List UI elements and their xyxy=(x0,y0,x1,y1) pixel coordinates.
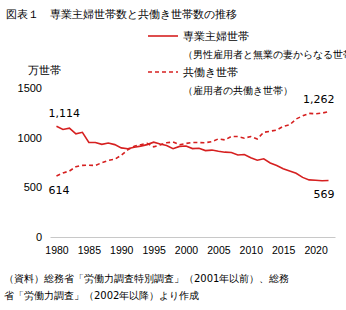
x-tick-label: 2020 xyxy=(304,244,328,256)
series-line xyxy=(56,112,328,176)
x-tick: 1985 xyxy=(78,237,102,256)
y-tick-label: 1500 xyxy=(18,82,42,94)
plot-area xyxy=(56,112,328,181)
legend-description: （雇用者の共働き世帯） xyxy=(183,85,293,96)
x-tick-label: 1995 xyxy=(142,244,166,256)
x-tick-label: 1990 xyxy=(110,244,134,256)
legend-label: 専業主婦世帯 xyxy=(183,30,249,42)
y-tick: 500 xyxy=(24,181,50,193)
y-axis: 0 500 1000 1500 xyxy=(18,82,51,243)
data-labels: 1,114 569 614 1,262 xyxy=(48,93,334,202)
legend-description: （男性雇用者と無業の妻からなる世帯） xyxy=(183,49,346,60)
x-tick: 1980 xyxy=(45,237,69,256)
y-tick-label: 500 xyxy=(24,181,42,193)
y-tick: 0 xyxy=(36,231,50,243)
series-line xyxy=(56,126,328,180)
data-label: 1,262 xyxy=(303,93,335,106)
y-tick-label: 0 xyxy=(36,231,42,243)
data-label: 614 xyxy=(48,184,69,197)
caption: 省「労働力調査」（2002年以降）より作成 xyxy=(4,290,199,301)
x-tick: 1995 xyxy=(142,237,166,256)
legend-swatch xyxy=(148,35,178,37)
title: 図表１ 専業主婦世帯数と共働き世帯数の推移 xyxy=(6,8,237,21)
x-tick: 2000 xyxy=(175,237,199,256)
x-tick-label: 2010 xyxy=(240,244,264,256)
y-axis-title: 万世帯 xyxy=(28,64,61,76)
legend-label: 共働き世帯 xyxy=(183,66,238,78)
caption: （資料）総務省「労働力調査特別調査」（2001年以前）、総務 xyxy=(4,273,289,284)
y-tick-label: 1000 xyxy=(18,132,42,144)
x-tick: 2020 xyxy=(304,237,328,256)
data-label: 569 xyxy=(314,188,335,201)
x-tick-label: 2000 xyxy=(175,244,199,256)
y-tick: 1000 xyxy=(18,132,50,144)
x-tick-label: 1980 xyxy=(45,244,69,256)
legend: 専業主婦世帯 （男性雇用者と無業の妻からなる世帯） 共働き世帯 （雇用者の共働き世帯） xyxy=(148,30,346,96)
chart: 図表１ 専業主婦世帯数と共働き世帯数の推移0500100015001980198… xyxy=(0,0,346,310)
x-axis: 1980 1985 1990 1995 2000 2005 2010 2015 2020 xyxy=(45,237,335,256)
x-axis-line xyxy=(51,237,336,238)
x-tick: 1990 xyxy=(110,237,134,256)
legend-swatch xyxy=(148,71,178,73)
x-tick-label: 2015 xyxy=(272,244,296,256)
x-tick-label: 2005 xyxy=(207,244,231,256)
x-tick: 2005 xyxy=(207,237,231,256)
x-tick-label: 1985 xyxy=(78,244,102,256)
x-tick: 2010 xyxy=(240,237,264,256)
x-tick: 2015 xyxy=(272,237,296,256)
data-label: 1,114 xyxy=(48,107,80,120)
y-tick: 1500 xyxy=(18,82,50,94)
